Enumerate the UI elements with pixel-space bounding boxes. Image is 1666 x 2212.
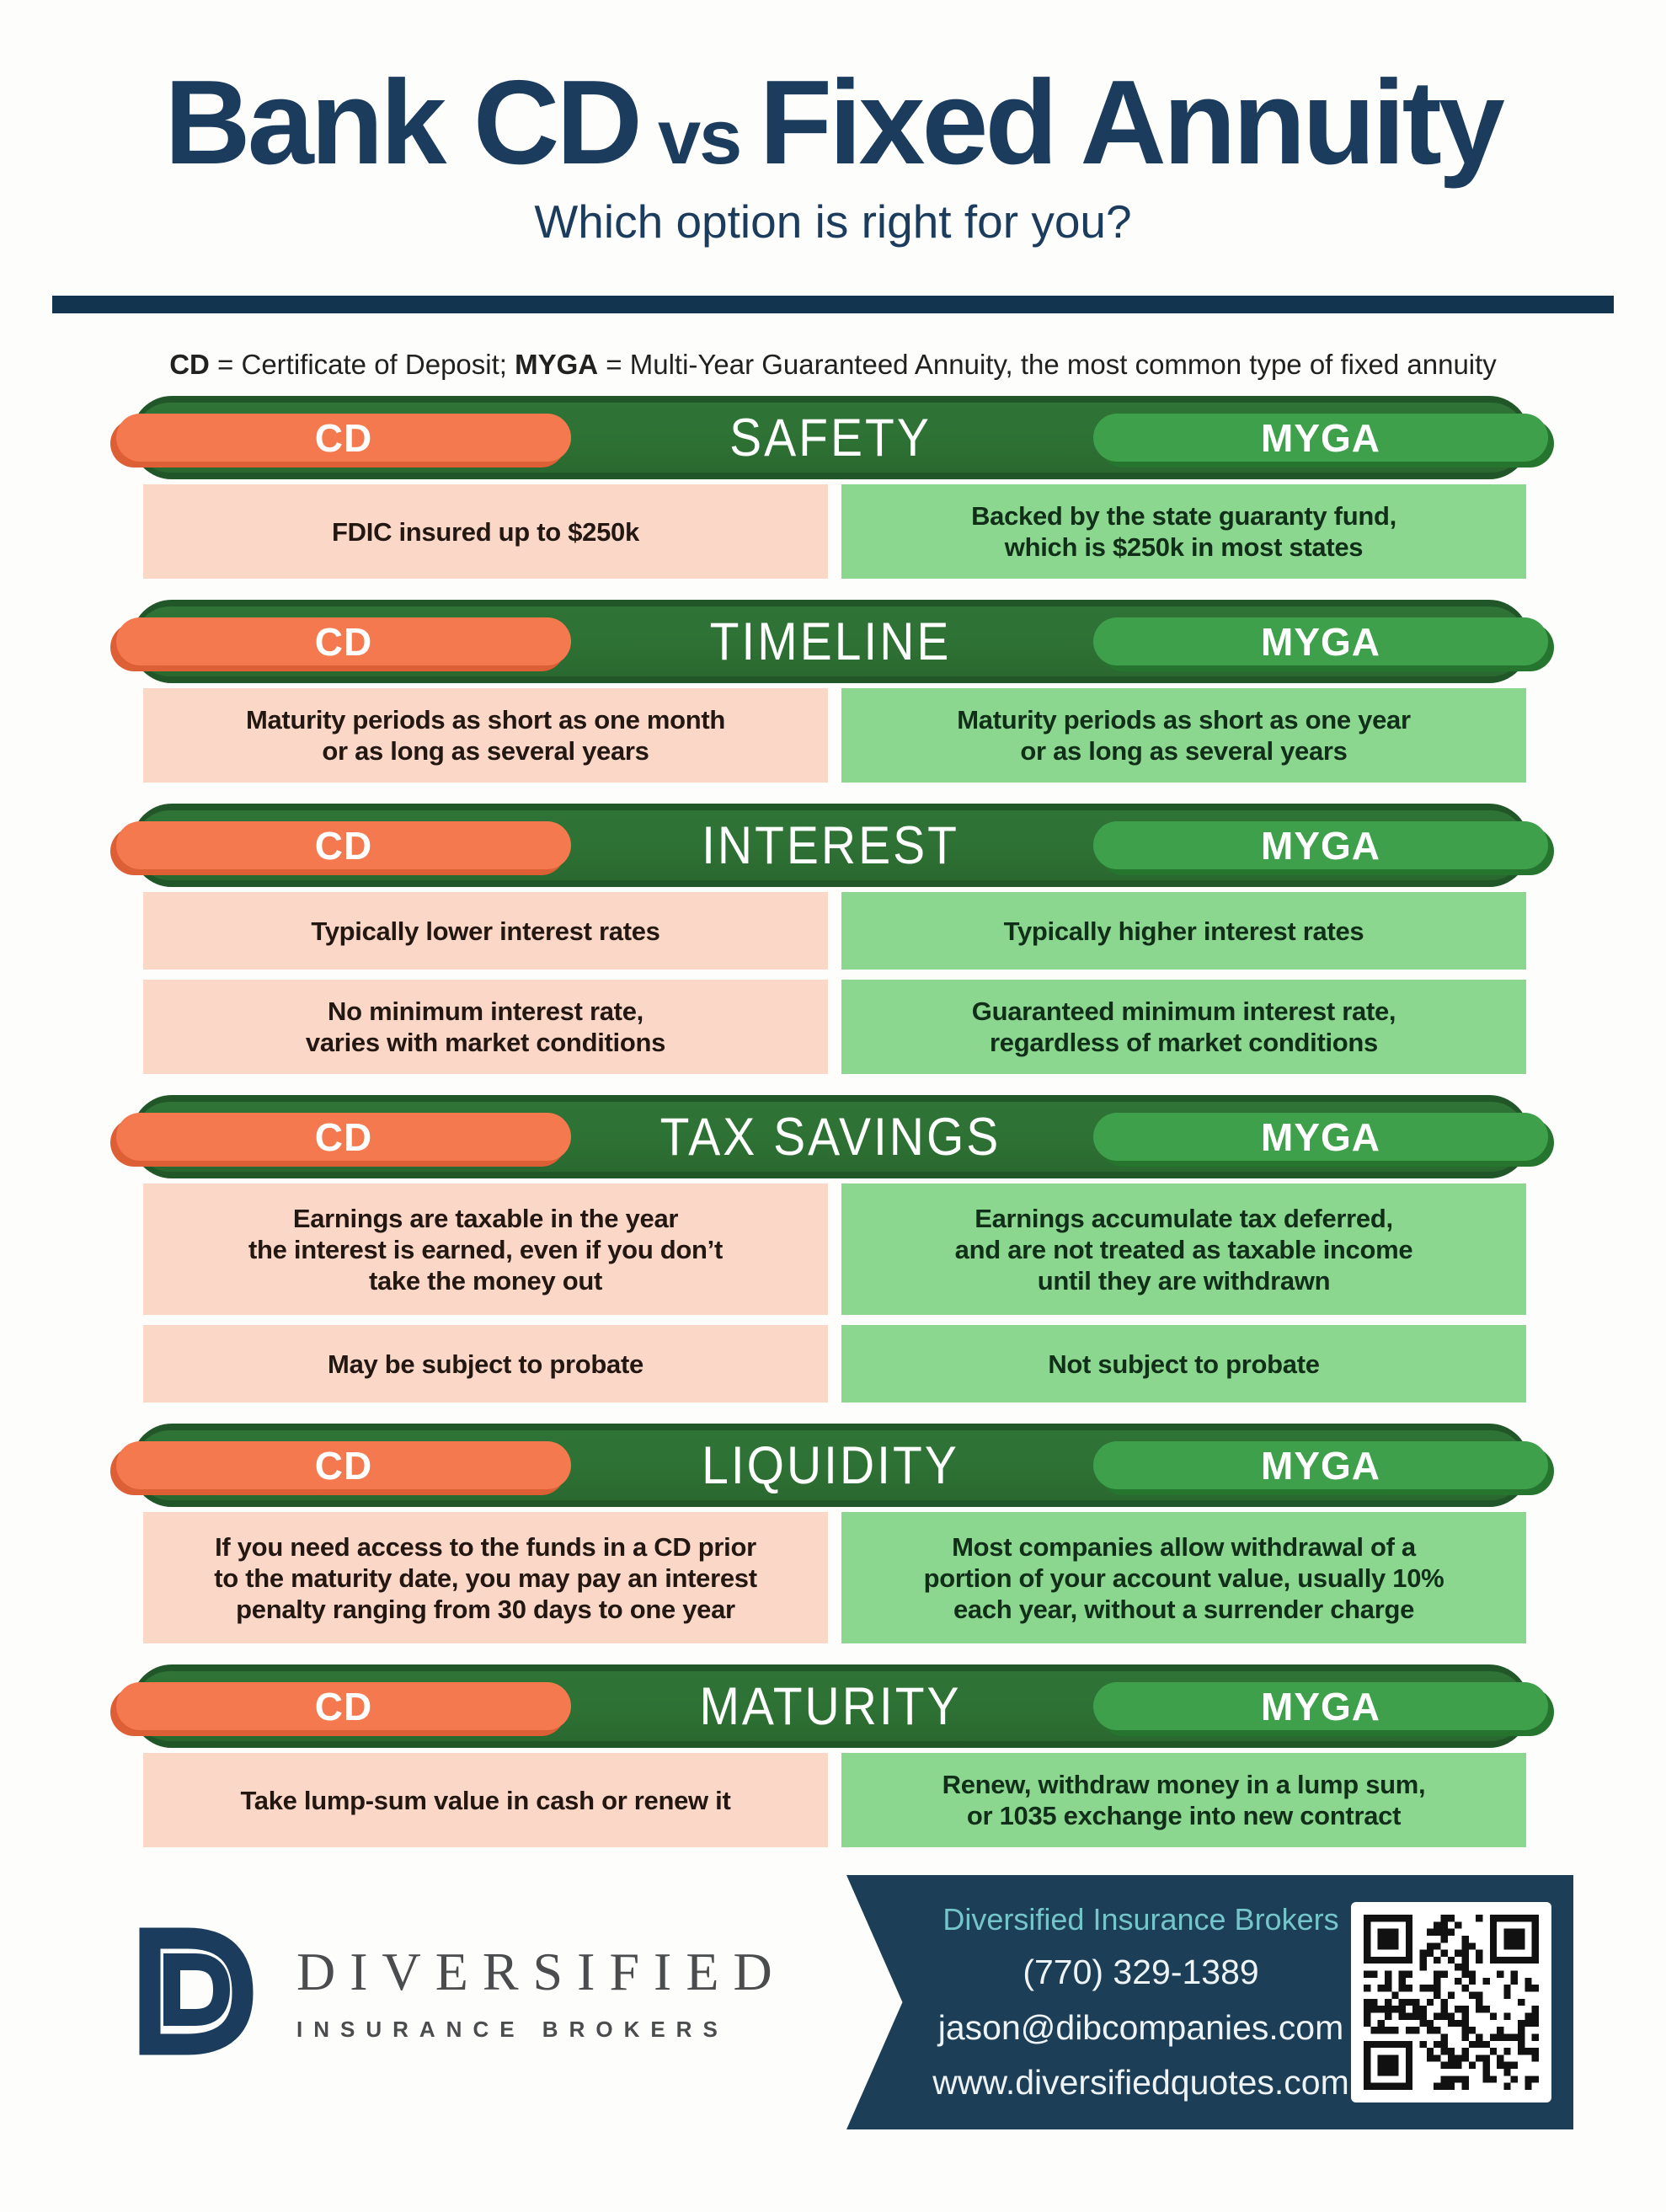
contact-heading: Diversified Insurance Brokers	[942, 1902, 1339, 1937]
contact-lines: Diversified Insurance Brokers (770) 329-…	[931, 1895, 1351, 2109]
myga-pill: MYGA	[1093, 1682, 1548, 1731]
section-header-bar: CD TAX SAVINGS MYGA	[116, 1095, 1548, 1179]
brand-monogram-icon	[139, 1927, 254, 2055]
cd-fact-box: Take lump-sum value in cash or renew it	[143, 1753, 828, 1848]
cd-pill: CD	[116, 1441, 571, 1490]
myga-pill: MYGA	[1093, 617, 1548, 666]
myga-fact-box: Guaranteed minimum interest rate, regard…	[841, 980, 1526, 1075]
brand-text: DIVERSIFIED INSURANCE BROKERS	[296, 1941, 787, 2043]
comparison-row: Earnings are taxable in the year the int…	[143, 1183, 1526, 1316]
section-title: TAX SAVINGS	[659, 1107, 1001, 1167]
comparison-row: Typically lower interest rates Typically …	[143, 892, 1526, 970]
section-title: MATURITY	[699, 1676, 962, 1736]
section-header-bar: CD INTEREST MYGA	[116, 804, 1548, 888]
cd-fact-box: FDIC insured up to $250k	[143, 484, 828, 580]
cd-pill: CD	[116, 617, 571, 666]
page-title: Bank CD vs Fixed Annuity	[0, 56, 1666, 190]
cd-fact-box: May be subject to probate	[143, 1325, 828, 1403]
myga-pill: MYGA	[1093, 1441, 1548, 1490]
comparison-row: May be subject to probate Not subject to …	[143, 1325, 1526, 1403]
page-subtitle: Which option is right for you?	[534, 195, 1132, 248]
comparison-row: Take lump-sum value in cash or renew it R…	[143, 1753, 1526, 1848]
section-title: INTEREST	[702, 815, 959, 875]
cd-fact-box: Typically lower interest rates	[143, 892, 828, 970]
section-interest: CD INTEREST MYGA Typically lower interest r…	[0, 804, 1666, 1075]
definition-term-myga: MYGA	[515, 349, 599, 381]
definition-text-cd: = Certificate of Deposit;	[209, 349, 515, 381]
definition-line: CD = Certificate of Deposit; MYGA = Mult…	[0, 349, 1666, 381]
section-header-bar: CD MATURITY MYGA	[116, 1664, 1548, 1749]
qr-code	[1351, 1902, 1551, 2103]
infographic-page: Bank CD vs Fixed Annuity Which option is r…	[0, 56, 1666, 2212]
title-vs: vs	[657, 94, 742, 180]
cd-pill: CD	[116, 1682, 571, 1731]
myga-fact-box: Renew, withdraw money in a lump sum, or …	[841, 1753, 1526, 1848]
definition-text-myga: = Multi-Year Guaranteed Annuity, the mos…	[598, 349, 1497, 381]
email-address: jason@dibcompanies.com	[937, 2007, 1344, 2047]
myga-fact-box: Backed by the state guaranty fund, which…	[841, 484, 1526, 580]
myga-pill: MYGA	[1093, 1113, 1548, 1162]
cd-fact-box: Earnings are taxable in the year the int…	[143, 1183, 828, 1316]
section-header-bar: CD SAFETY MYGA	[116, 396, 1548, 480]
section-title: TIMELINE	[709, 612, 952, 671]
section-timeline: CD TIMELINE MYGA Maturity periods as short …	[0, 600, 1666, 783]
comparison-sections: CD SAFETY MYGA FDIC insured up to $250k Back…	[0, 396, 1666, 1848]
definition-term-cd: CD	[169, 349, 210, 381]
contact-banner: Diversified Insurance Brokers (770) 329-…	[846, 1875, 1573, 2130]
section-liquidity: CD LIQUIDITY MYGA If you need access to the…	[0, 1424, 1666, 1644]
section-header-bar: CD LIQUIDITY MYGA	[116, 1424, 1548, 1508]
footer: DIVERSIFIED INSURANCE BROKERS Diversifie…	[0, 1875, 1666, 2161]
website-url: www.diversifiedquotes.com	[932, 2063, 1349, 2102]
cd-fact-box: No minimum interest rate, varies with ma…	[143, 980, 828, 1075]
section-title: LIQUIDITY	[702, 1435, 959, 1495]
comparison-row: No minimum interest rate, varies with ma…	[143, 980, 1526, 1075]
brand-tagline: INSURANCE BROKERS	[296, 2016, 729, 2042]
cd-pill: CD	[116, 1113, 571, 1162]
section-safety: CD SAFETY MYGA FDIC insured up to $250k Back…	[0, 396, 1666, 580]
myga-pill: MYGA	[1093, 821, 1548, 870]
divider-rule	[52, 296, 1614, 314]
comparison-row: Maturity periods as short as one month o…	[143, 688, 1526, 783]
brand-name: DIVERSIFIED	[296, 1941, 787, 2001]
title-left: Bank CD	[164, 56, 643, 190]
myga-pill: MYGA	[1093, 414, 1548, 462]
title-right: Fixed Annuity	[759, 56, 1505, 190]
cd-fact-box: If you need access to the funds in a CD …	[143, 1512, 828, 1644]
myga-fact-box: Most companies allow withdrawal of a por…	[841, 1512, 1526, 1644]
myga-fact-box: Earnings accumulate tax deferred, and ar…	[841, 1183, 1526, 1316]
section-maturity: CD MATURITY MYGA Take lump-sum value in cas…	[0, 1664, 1666, 1848]
cd-pill: CD	[116, 821, 571, 870]
cd-pill: CD	[116, 414, 571, 462]
cd-fact-box: Maturity periods as short as one month o…	[143, 688, 828, 783]
myga-fact-box: Maturity periods as short as one year or…	[841, 688, 1526, 783]
phone-number: (770) 329-1389	[1023, 1953, 1259, 1992]
myga-fact-box: Not subject to probate	[841, 1325, 1526, 1403]
section-title: SAFETY	[729, 408, 932, 468]
section-header-bar: CD TIMELINE MYGA	[116, 600, 1548, 684]
brand-logo: DIVERSIFIED INSURANCE BROKERS	[125, 1927, 787, 2055]
section-tax-savings: CD TAX SAVINGS MYGA Earnings are taxable in…	[0, 1095, 1666, 1403]
comparison-row: FDIC insured up to $250k Backed by the st…	[143, 484, 1526, 580]
myga-fact-box: Typically higher interest rates	[841, 892, 1526, 970]
comparison-row: If you need access to the funds in a CD …	[143, 1512, 1526, 1644]
